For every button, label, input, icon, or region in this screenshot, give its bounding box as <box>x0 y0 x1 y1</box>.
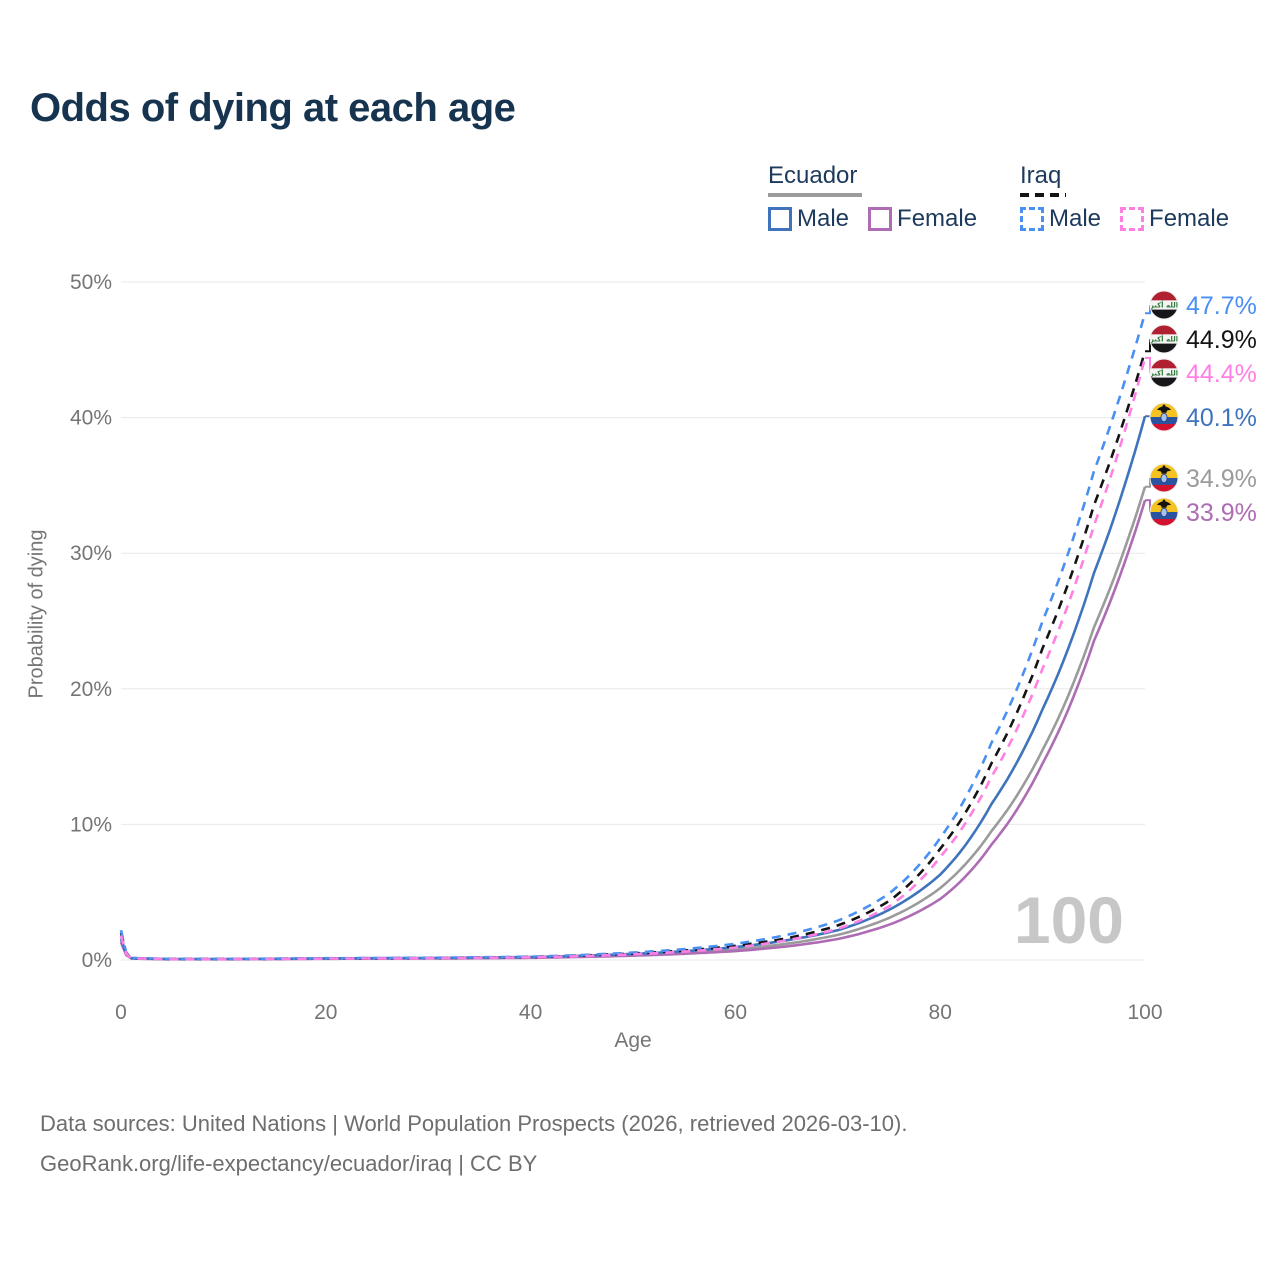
legend-label-iraq-female[interactable]: Female <box>1149 205 1230 232</box>
end-label-connector <box>1145 356 1151 373</box>
iraq-flag-icon: الله أكبر <box>1149 358 1179 388</box>
svg-text:الله أكبر: الله أكبر <box>1149 369 1178 378</box>
end-label-connector <box>1145 415 1151 418</box>
end-labels: 34.9% 33.9% <box>1145 290 1257 527</box>
x-tick-label: 60 <box>724 1001 747 1024</box>
legend-line-style-ecuador <box>768 193 862 197</box>
legend-label-ecuador-female[interactable]: Female <box>897 205 978 232</box>
legend-swatch-iraq-male[interactable] <box>1020 207 1044 231</box>
footer-sources: Data sources: United Nations | World Pop… <box>40 1111 908 1136</box>
end-value-label: 33.9% <box>1186 499 1257 527</box>
svg-text:الله أكبر: الله أكبر <box>1149 301 1178 310</box>
svg-text:الله أكبر: الله أكبر <box>1149 335 1178 344</box>
y-tick-label: 50% <box>70 271 112 294</box>
legend-swatch-iraq-female[interactable] <box>1120 207 1145 231</box>
series-line <box>119 350 1147 961</box>
end-value-label: 34.9% <box>1186 465 1257 493</box>
x-axis-title: Age <box>614 1029 652 1052</box>
ecuador-flag-icon <box>1149 497 1179 527</box>
legend-label-iraq-male[interactable]: Male <box>1049 205 1102 232</box>
y-axis-title: Probability of dying <box>25 529 48 699</box>
series-line <box>119 357 1147 961</box>
x-tick-label: 40 <box>519 1001 542 1024</box>
ecuador-flag-icon <box>1149 463 1179 493</box>
series-line <box>119 486 1147 961</box>
end-label-connector <box>1145 305 1151 315</box>
legend-group-ecuador: Ecuador Male Female <box>768 162 977 233</box>
legend-group-iraq: Iraq Male Female <box>1020 162 1229 233</box>
footer: Data sources: United Nations | World Pop… <box>40 1104 907 1184</box>
age-counter-watermark: 100 <box>1014 883 1124 957</box>
y-tick-label: 20% <box>70 678 112 701</box>
end-label-connector <box>1145 499 1151 512</box>
end-value-label: 44.4% <box>1186 360 1257 388</box>
end-value-label: 44.9% <box>1186 326 1257 354</box>
x-axis-ticks: 0 20 40 60 80 100 <box>115 1001 1162 1024</box>
end-value-label: 47.7% <box>1186 292 1257 320</box>
iraq-flag-icon: الله أكبر <box>1149 324 1179 354</box>
iraq-flag-icon: الله أكبر <box>1149 290 1179 320</box>
x-tick-label: 80 <box>929 1001 952 1024</box>
gridlines: 0% 10% 20% 30% 40% 50% <box>70 271 1145 972</box>
end-label-connector <box>1145 339 1151 353</box>
series-lines <box>119 312 1147 961</box>
footer-attribution: GeoRank.org/life-expectancy/ecuador/iraq… <box>40 1151 538 1176</box>
series-line <box>119 415 1147 961</box>
legend-swatch-ecuador-female[interactable] <box>868 207 893 231</box>
x-tick-label: 20 <box>314 1001 337 1024</box>
y-tick-label: 0% <box>82 949 112 972</box>
x-tick-label: 100 <box>1127 1001 1162 1024</box>
x-tick-label: 0 <box>115 1001 127 1024</box>
y-tick-label: 10% <box>70 813 112 836</box>
legend-label-ecuador-male[interactable]: Male <box>797 205 850 232</box>
legend-swatch-ecuador-male[interactable] <box>768 207 792 231</box>
legend-line-style-iraq <box>1020 193 1066 197</box>
end-label-connector <box>1145 478 1151 488</box>
y-tick-label: 40% <box>70 407 112 430</box>
series-line <box>119 312 1147 961</box>
ecuador-flag-icon <box>1149 402 1179 432</box>
series-line <box>119 499 1147 961</box>
legend-country-ecuador[interactable]: Ecuador <box>768 162 858 189</box>
page-title: Odds of dying at each age <box>30 86 516 130</box>
legend-country-iraq[interactable]: Iraq <box>1020 162 1062 189</box>
y-tick-label: 30% <box>70 542 112 565</box>
end-value-label: 40.1% <box>1186 404 1257 432</box>
